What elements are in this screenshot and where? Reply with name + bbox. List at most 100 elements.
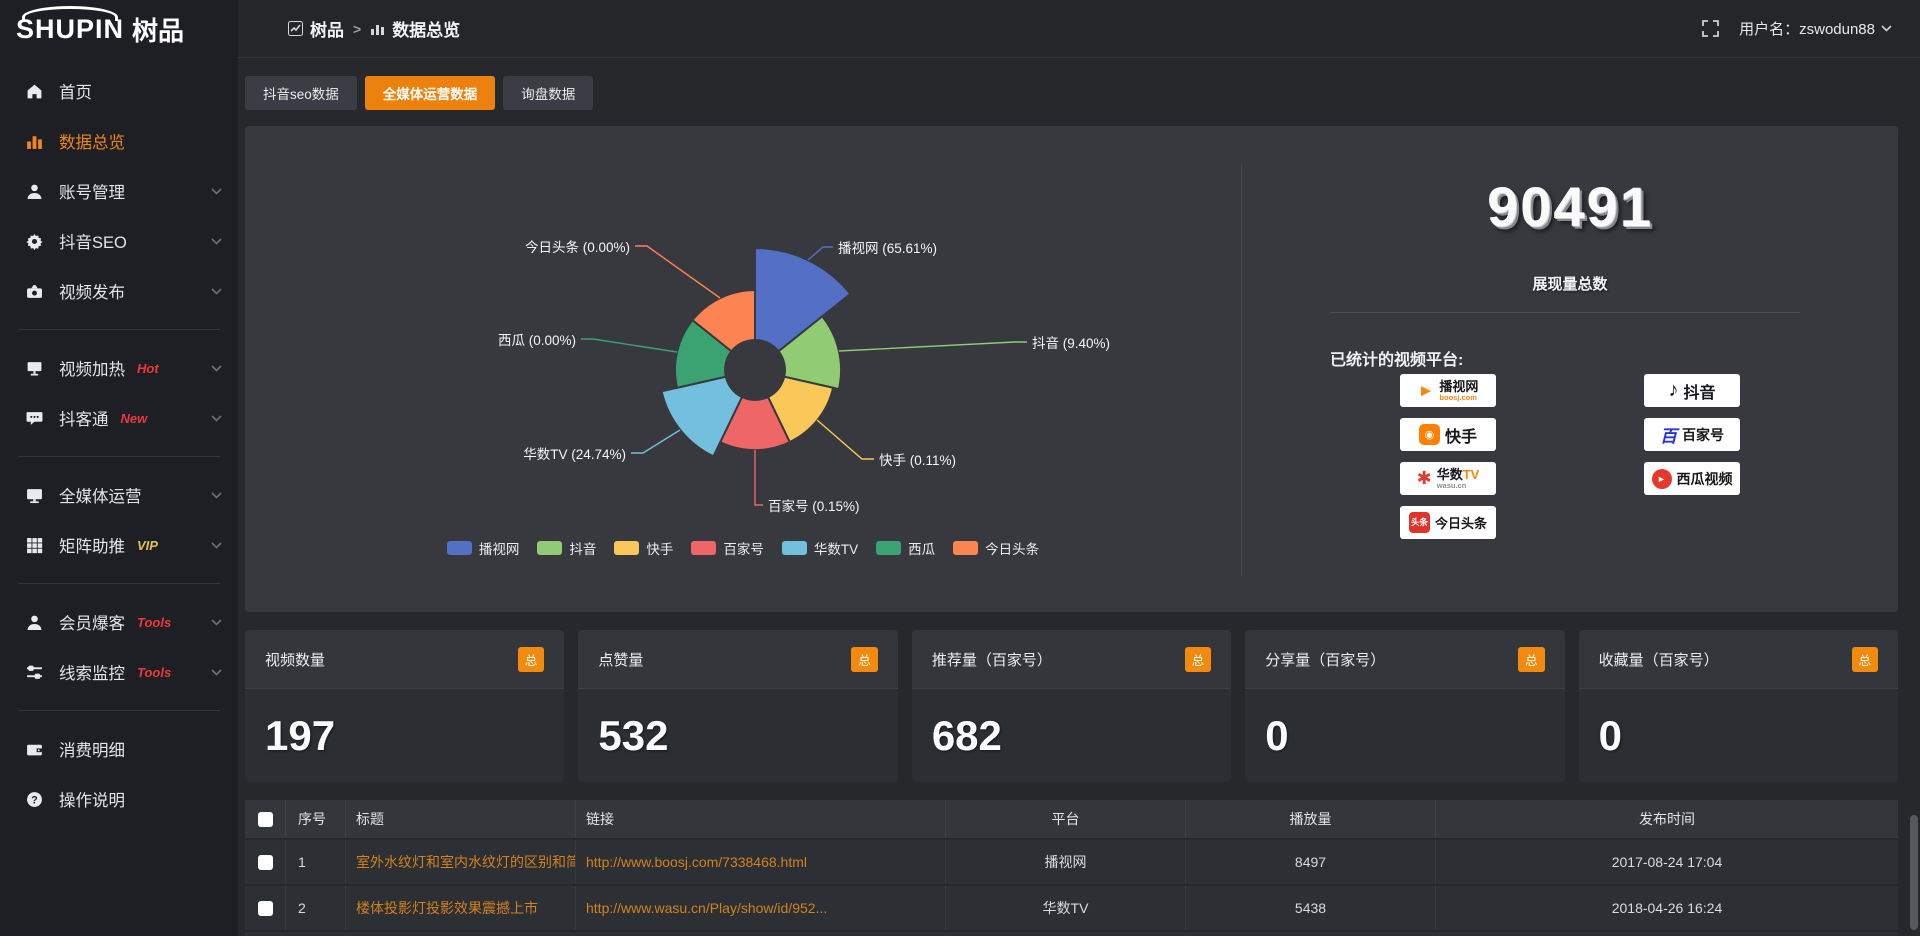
sidebar-item-douyin-seo[interactable]: 抖音SEO xyxy=(0,216,238,266)
bar-chart-icon xyxy=(370,21,385,36)
pie-slice-2[interactable] xyxy=(777,314,842,391)
breadcrumb-page-label: 数据总览 xyxy=(392,21,461,40)
chart-legend: 播视网 抖音 快手 百家号 华数TV 西瓜 今日头条 xyxy=(245,538,1241,558)
legend-label: 今日头条 xyxy=(985,542,1040,557)
select-all-checkbox[interactable] xyxy=(257,811,273,827)
header-time: 发布时间 xyxy=(1435,800,1898,838)
sidebar-item-account-management[interactable]: 账号管理 xyxy=(0,166,238,216)
chevron-down-icon xyxy=(211,182,222,200)
baijiahao-icon: 百 xyxy=(1660,427,1677,446)
legend-item-1[interactable]: 播视网 xyxy=(446,538,520,558)
gear-icon xyxy=(26,232,44,250)
pie-label-6: 西瓜 (0.00%) xyxy=(497,333,576,348)
row-checkbox[interactable] xyxy=(257,854,273,870)
sidebar-item-tag: New xyxy=(120,410,148,426)
summary-area: 90491 展现量总数 已统计的视频平台: ► 播视网 boosj.com ◉ 快手 ✱ 华… xyxy=(1242,126,1898,612)
total-impressions-label: 展现量总数 xyxy=(1532,276,1608,293)
fullscreen-icon[interactable] xyxy=(1702,20,1720,37)
video-url-link[interactable]: http://www.boosj.com/7338468.html xyxy=(586,854,808,870)
tab-2[interactable]: 全媒体运营数据 xyxy=(364,76,496,110)
platforms-label: 已统计的视频平台: xyxy=(1330,352,1464,369)
stat-card-value: 0 xyxy=(1598,711,1622,759)
select-all-cell xyxy=(245,800,285,838)
douyin-note-icon: ♪ xyxy=(1668,379,1679,401)
legend-item-7[interactable]: 今日头条 xyxy=(953,538,1039,558)
sidebar-item-video-heating[interactable]: 视频加热 Hot xyxy=(0,343,238,393)
tab-3[interactable]: 询盘数据 xyxy=(503,76,594,110)
sidebar-item-label: 全媒体运营 xyxy=(59,488,142,506)
breadcrumb-app-label: 树品 xyxy=(310,21,344,40)
stat-card-title: 分享量（百家号） xyxy=(1265,651,1386,669)
pie-slice-1[interactable] xyxy=(754,246,852,353)
app-logo[interactable]: SHUPIN 树品 xyxy=(0,0,238,58)
topbar: 树品 > 数据总览 用户名：zswodun88 xyxy=(238,0,1920,58)
legend-swatch xyxy=(691,541,717,555)
sidebar-item-video-publish[interactable]: 视频发布 xyxy=(0,266,238,316)
stat-card-body: 532 xyxy=(578,688,898,782)
total-badge: 总 xyxy=(517,646,545,672)
video-url-link[interactable]: http://www.wasu.cn/Play/show/id/952... xyxy=(586,900,828,916)
legend-label: 快手 xyxy=(646,542,674,557)
pie-label-2: 抖音 (9.40%) xyxy=(1032,336,1111,351)
video-title-link[interactable]: 室外水纹灯和室内水纹灯的区别和简介 xyxy=(356,854,575,870)
row-checkbox[interactable] xyxy=(257,900,273,916)
legend-swatch xyxy=(537,541,563,555)
video-title-link[interactable]: 楼体投影灯投影效果震撼上市 xyxy=(356,900,538,916)
pie-slice-5[interactable] xyxy=(660,375,744,458)
chevron-down-icon xyxy=(211,282,222,300)
sidebar-item-matrix-boost[interactable]: 矩阵助推 VIP xyxy=(0,520,238,570)
question-icon: ? xyxy=(26,790,44,808)
legend-item-3[interactable]: 快手 xyxy=(614,538,673,558)
table-header-row: 序号 标题 链接 平台 播放量 发布时间 xyxy=(245,800,1898,838)
sidebar-nav: 首页 数据总览 账号管理 抖音SEO 视频发布视频加热 Hot 抖客通 New 全媒体运营矩阵助… xyxy=(0,66,238,824)
sidebar-item-home[interactable]: 首页 xyxy=(0,66,238,116)
videos-table: 序号 标题 链接 平台 播放量 发布时间 1 室外水纹灯和室内水纹灯的区别和简介 http://… xyxy=(245,800,1898,936)
sidebar-item-media-operation[interactable]: 全媒体运营 xyxy=(0,470,238,520)
sidebar-divider xyxy=(18,710,220,711)
chevron-down-icon xyxy=(211,486,222,504)
stat-card-header: 收藏量（百家号） 总 xyxy=(1578,630,1899,688)
logo-text-cn: 树品 xyxy=(132,15,185,46)
sidebar-item-clue-monitor[interactable]: 线索监控 Tools xyxy=(0,647,238,697)
legend-swatch xyxy=(953,541,979,555)
page-scrollbar[interactable] xyxy=(1910,815,1918,930)
sidebar-item-member-baoke[interactable]: 会员爆客 Tools xyxy=(0,597,238,647)
sidebar-item-expense-detail[interactable]: 消费明细 xyxy=(0,724,238,774)
cell-link: http://www.boosj.com/7338468.html xyxy=(575,840,945,884)
stat-card-1: 视频数量 总 197 xyxy=(245,630,565,782)
stat-card-body: 682 xyxy=(911,688,1232,782)
chevron-down-icon xyxy=(1881,25,1892,32)
legend-label: 播视网 xyxy=(478,542,520,557)
legend-item-6[interactable]: 西瓜 xyxy=(876,538,935,558)
legend-item-2[interactable]: 抖音 xyxy=(537,538,596,558)
legend-swatch xyxy=(446,541,472,555)
stat-card-2: 点赞量 总 532 xyxy=(578,630,898,782)
chevron-down-icon xyxy=(211,232,222,250)
breadcrumb-app[interactable]: 树品 xyxy=(288,16,344,41)
user-menu[interactable]: 用户名：zswodun88 xyxy=(1739,18,1892,39)
table-row-1: 1 室外水纹灯和室内水纹灯的区别和简介 http://www.boosj.com/7… xyxy=(245,840,1898,884)
sidebar-item-data-overview[interactable]: 数据总览 xyxy=(0,116,238,166)
legend-label: 百家号 xyxy=(723,542,764,557)
sidebar-item-douketong[interactable]: 抖客通 New xyxy=(0,393,238,443)
stat-card-title: 点赞量 xyxy=(598,651,644,669)
sidebar-item-label: 消费明细 xyxy=(59,742,125,760)
cell-link: http://www.wasu.cn/Play/show/id/952... xyxy=(575,886,945,930)
sidebar-item-operation-guide[interactable]: ? 操作说明 xyxy=(0,774,238,824)
legend-item-5[interactable]: 华数TV xyxy=(781,538,858,558)
pie-label-3: 快手 (0.11%) xyxy=(879,453,957,468)
breadcrumb-page[interactable]: 数据总览 xyxy=(370,16,460,41)
stat-card-header: 点赞量 总 xyxy=(578,630,898,688)
pie-slice-7[interactable] xyxy=(691,288,756,353)
cell-title: 室外水纹灯和室内水纹灯的区别和简介 xyxy=(345,840,575,884)
header-index: 序号 xyxy=(285,800,345,838)
legend-item-4[interactable]: 百家号 xyxy=(691,538,764,558)
total-badge: 总 xyxy=(1518,646,1545,672)
tab-1[interactable]: 抖音seo数据 xyxy=(245,76,357,110)
home-icon xyxy=(26,82,44,100)
xigua-play-icon: ► xyxy=(1651,468,1672,489)
header-plays: 播放量 xyxy=(1185,800,1435,838)
sidebar-item-label: 视频加热 xyxy=(59,361,125,379)
sidebar-item-tag: VIP xyxy=(137,537,158,553)
platform-logo-baijiahao: 百百家号 xyxy=(1644,418,1740,451)
